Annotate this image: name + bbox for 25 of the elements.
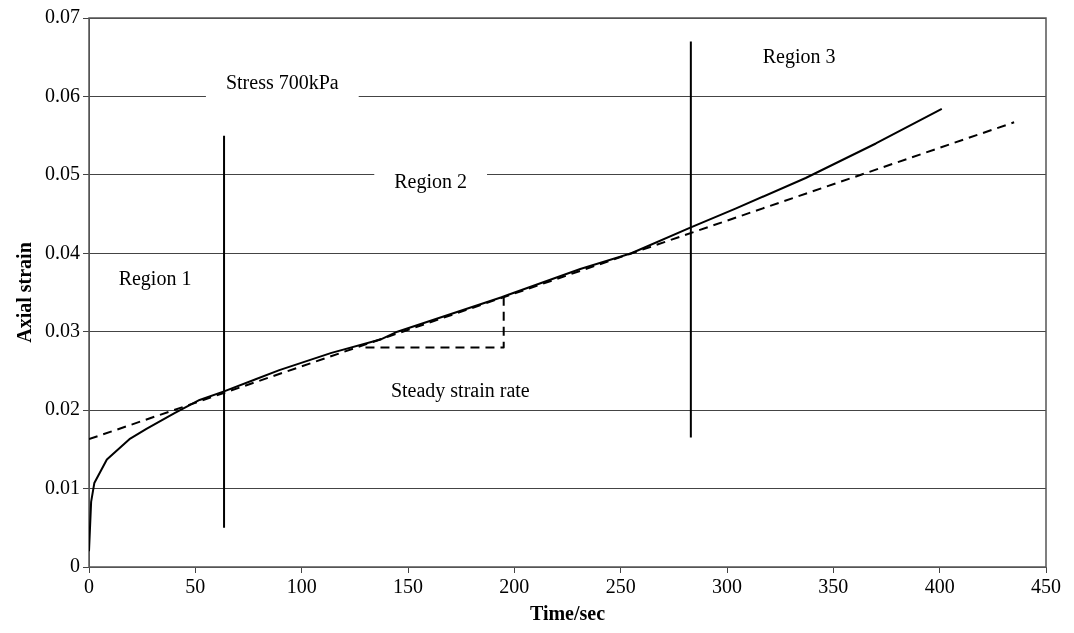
y-tick-label: 0.05: [45, 162, 80, 185]
x-tick-label: 450: [1031, 575, 1061, 598]
annotation: Steady strain rate: [390, 378, 530, 402]
x-tick-label: 0: [84, 575, 94, 598]
y-tick-label: 0.07: [45, 5, 80, 28]
annotation: Region 3: [762, 44, 836, 68]
x-tick-label: 250: [605, 575, 636, 598]
x-tick-label: 350: [818, 575, 849, 598]
y-axis-title: Axial strain: [13, 242, 36, 343]
x-tick-label: 200: [499, 575, 530, 598]
x-tick-label: 100: [286, 575, 317, 598]
y-tick-label: 0.03: [45, 318, 80, 341]
x-tick-label: 400: [924, 575, 955, 598]
x-axis-title: Time/sec: [529, 602, 606, 625]
annotation: Region 1: [118, 266, 192, 290]
y-tick-label: 0.01: [45, 475, 80, 498]
y-tick-label: 0.02: [45, 397, 80, 420]
x-tick-label: 50: [185, 575, 206, 598]
annotation: Stress 700kPa: [225, 71, 339, 94]
y-tick-label: 0: [70, 554, 80, 577]
annotation: Region 2: [394, 169, 468, 193]
x-tick-label: 150: [393, 575, 423, 598]
x-tick-label: 300: [712, 575, 742, 598]
y-tick-label: 0.06: [45, 83, 80, 106]
y-tick-label: 0.04: [45, 240, 80, 263]
